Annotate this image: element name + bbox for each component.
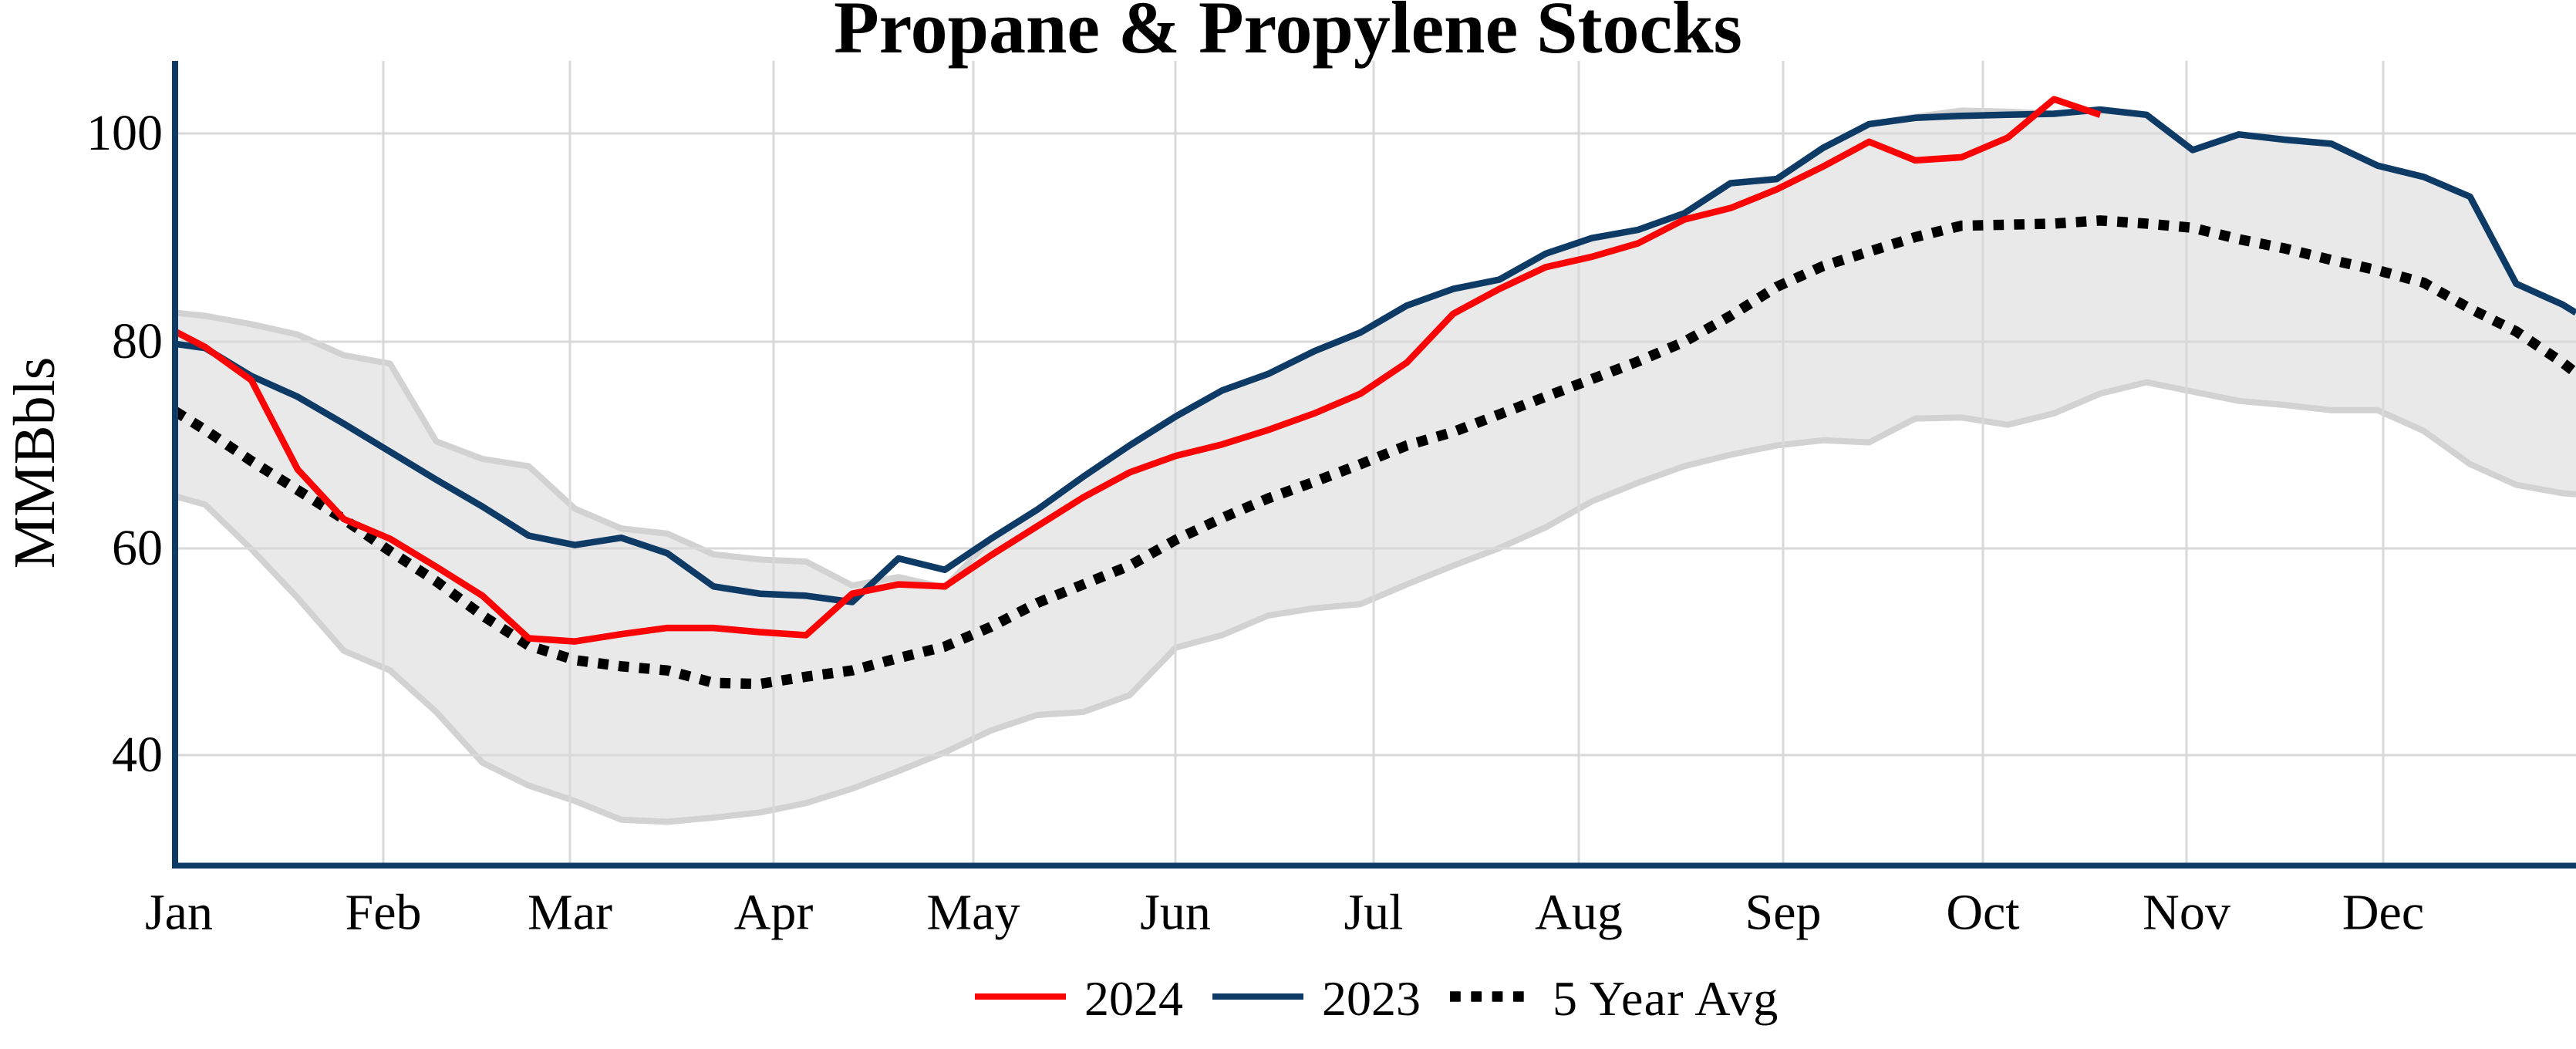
svg-text:Nov: Nov [2143, 885, 2230, 941]
svg-text:2023: 2023 [1322, 971, 1421, 1026]
svg-text:Jul: Jul [1344, 885, 1403, 941]
svg-text:80: 80 [112, 313, 163, 369]
svg-text:Mar: Mar [528, 885, 612, 941]
svg-text:40: 40 [112, 727, 163, 783]
svg-text:May: May [927, 885, 1020, 941]
svg-text:Jan: Jan [145, 885, 213, 941]
svg-text:60: 60 [112, 520, 163, 576]
svg-text:5 Year Avg: 5 Year Avg [1553, 971, 1779, 1026]
svg-text:Propane & Propylene Stocks: Propane & Propylene Stocks [834, 0, 1742, 69]
svg-text:100: 100 [86, 105, 163, 161]
svg-text:Sep: Sep [1745, 885, 1822, 941]
svg-text:2024: 2024 [1084, 971, 1183, 1026]
svg-text:MMBbls: MMBbls [2, 357, 67, 569]
svg-text:Aug: Aug [1535, 885, 1623, 941]
svg-text:Feb: Feb [346, 885, 422, 941]
svg-text:Apr: Apr [734, 885, 814, 941]
svg-text:Dec: Dec [2342, 885, 2424, 941]
svg-text:Jun: Jun [1140, 885, 1211, 941]
svg-text:Oct: Oct [1946, 885, 2019, 941]
